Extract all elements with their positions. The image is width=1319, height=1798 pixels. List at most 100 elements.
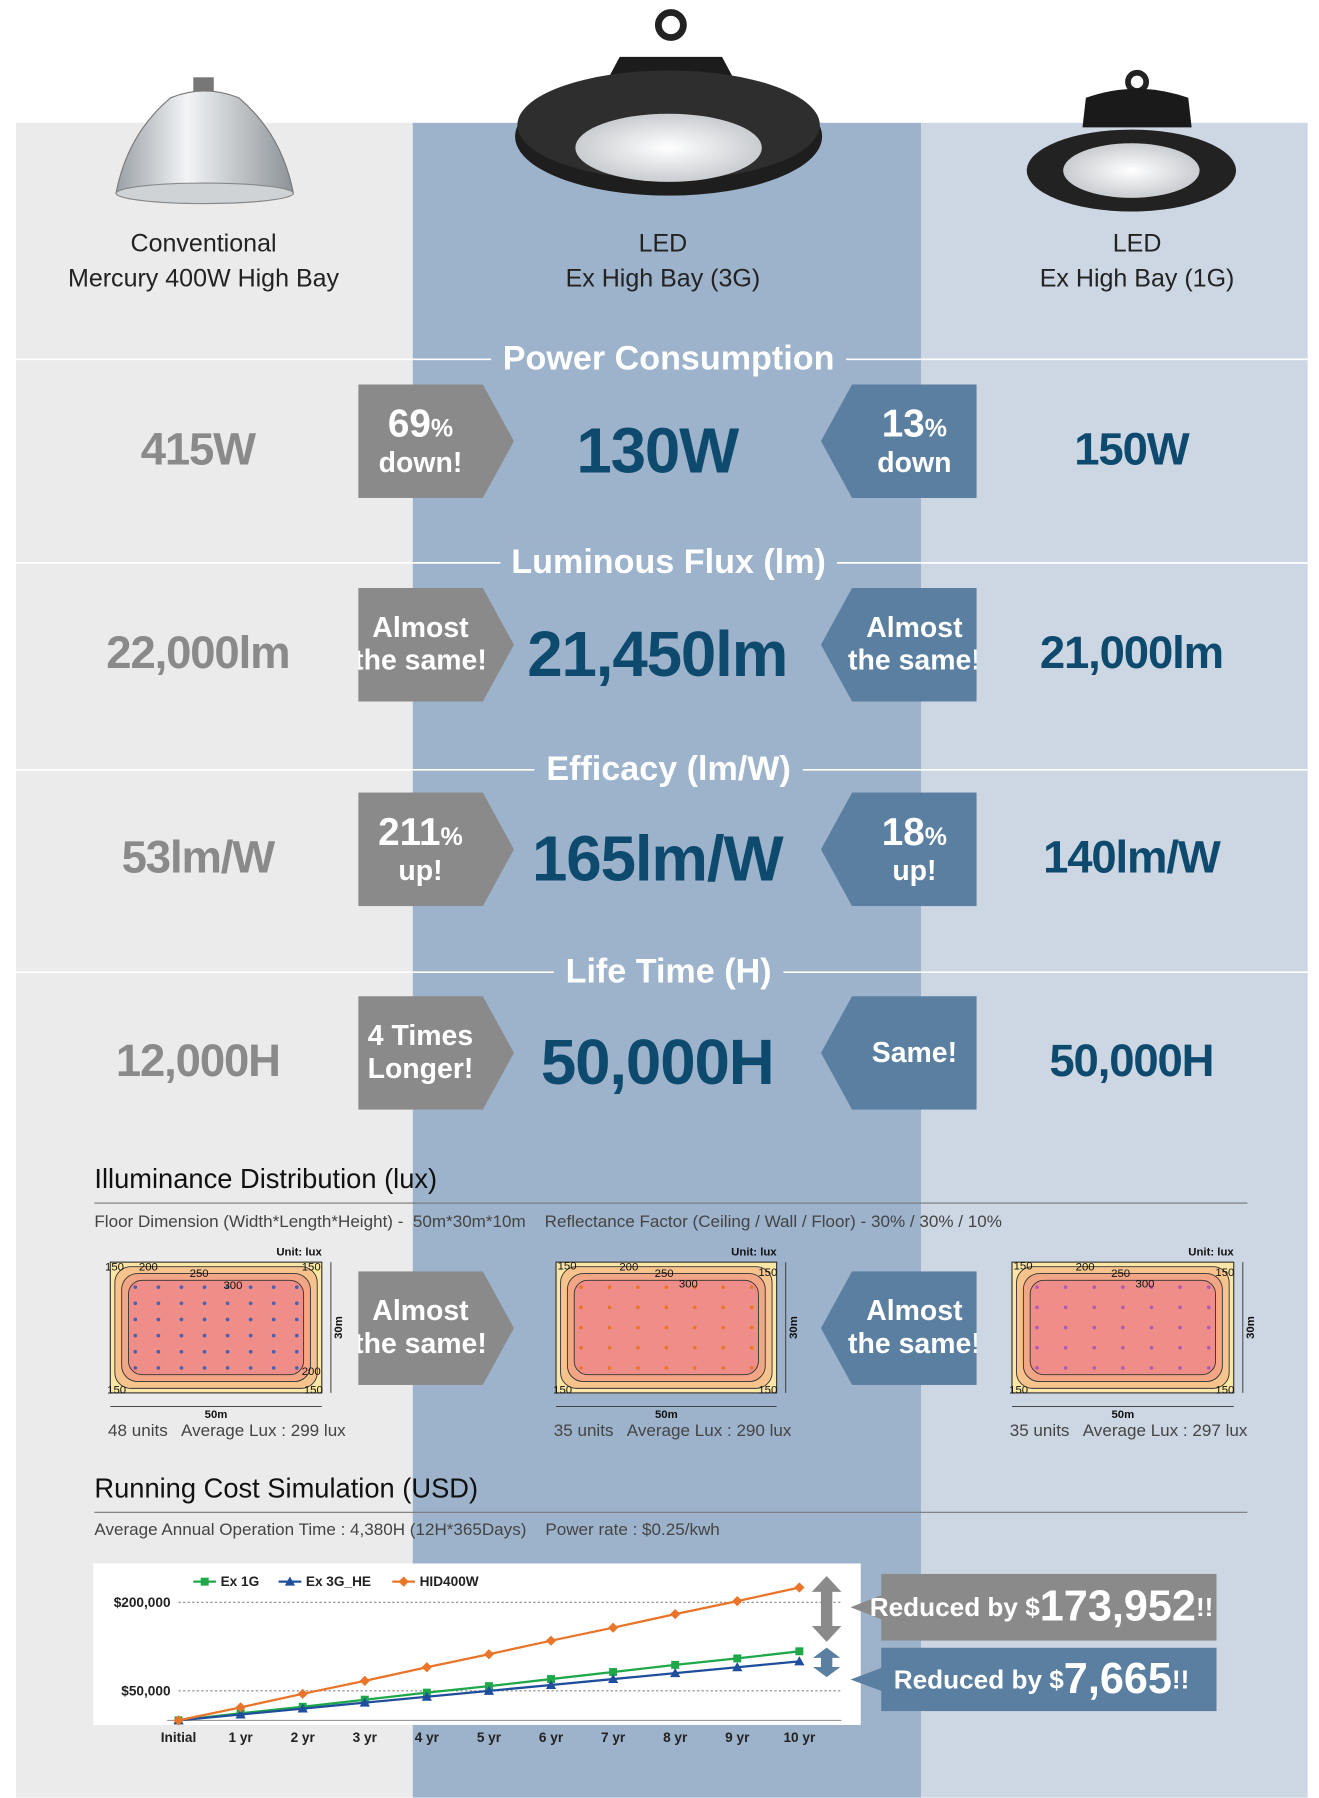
fixture-dot <box>133 1318 137 1322</box>
fixture-dot <box>180 1350 184 1354</box>
badge-figure: 13 <box>882 403 925 446</box>
fixture-dot <box>157 1350 161 1354</box>
y-tick-label: $50,000 <box>121 1683 171 1698</box>
fixture-dot <box>665 1346 669 1350</box>
fixture-dot <box>249 1366 253 1370</box>
fixture-dot <box>157 1285 161 1289</box>
fixture-dot <box>226 1301 230 1305</box>
fixture-dot <box>1178 1346 1182 1350</box>
badge-line: 4 Times <box>368 1020 473 1053</box>
height-label: 30m <box>333 1316 345 1339</box>
contour-label: 200 <box>1076 1262 1095 1274</box>
fixture-dot <box>608 1285 612 1289</box>
badge-line: Longer! <box>368 1053 474 1086</box>
badge-figure: 69 <box>388 403 431 446</box>
x-tick-label: Initial <box>161 1730 197 1745</box>
fixture-dot <box>180 1334 184 1338</box>
fixture-dot <box>249 1285 253 1289</box>
badge-line: Almost <box>372 612 468 645</box>
contour-label: 150 <box>758 1385 777 1397</box>
section-title: Life Time (H) <box>0 953 1319 992</box>
savings-suffix: !! <box>1172 1664 1189 1695</box>
section-title-text: Life Time (H) <box>554 953 783 991</box>
x-tick-label: 3 yr <box>353 1730 378 1745</box>
fixture-dot <box>295 1285 299 1289</box>
fixture-dot <box>157 1318 161 1322</box>
badge-unit: % <box>431 414 453 442</box>
fixture-dot <box>133 1301 137 1305</box>
fixture-dot <box>133 1285 137 1289</box>
fixture-dot <box>1092 1346 1096 1350</box>
badge-line: 18% <box>882 811 947 855</box>
section-subtitle: Average Annual Operation Time : 4,380H (… <box>94 1520 719 1539</box>
unit-label: Unit: lux <box>731 1246 777 1258</box>
legend-label: HID400W <box>420 1574 479 1589</box>
fixture-dot <box>1092 1306 1096 1310</box>
badge-figure: 211 <box>378 811 440 854</box>
contour-label: 150 <box>758 1267 777 1279</box>
contour-label: 200 <box>619 1262 638 1274</box>
fixture-dot <box>579 1285 583 1289</box>
comparison-badge: Same! <box>821 996 977 1110</box>
fixture-dot <box>226 1334 230 1338</box>
badge-line: Almost <box>866 612 962 645</box>
fixture-dot <box>693 1346 697 1350</box>
contour-label: 300 <box>1136 1279 1155 1291</box>
fixture-dot <box>750 1366 754 1370</box>
contour-label: 250 <box>190 1268 209 1280</box>
width-label: 50m <box>655 1409 678 1421</box>
fixture-dot <box>636 1346 640 1350</box>
infographic: 150 200 250 300 150 200 150 150 Unit: lux 50m 30m 1… <box>0 0 1319 1798</box>
x-tick-label: 7 yr <box>601 1730 626 1745</box>
badge-unit: % <box>925 414 947 442</box>
map-caption: 35 units Average Lux : 297 lux <box>1010 1421 1248 1440</box>
badge-line: Same! <box>872 1037 957 1070</box>
fixture-dot <box>579 1366 583 1370</box>
fixture-dot <box>721 1326 725 1330</box>
fixture-dot <box>693 1326 697 1330</box>
fixture-dot <box>295 1318 299 1322</box>
savings-prefix: Reduced by $ <box>894 1664 1064 1695</box>
comparison-badge: 69%down! <box>358 384 514 498</box>
width-label: 50m <box>205 1409 228 1421</box>
fixture-dot <box>1064 1326 1068 1330</box>
legend-label: Ex 3G_HE <box>306 1574 371 1589</box>
fixture-dot <box>721 1346 725 1350</box>
point-marker <box>795 1647 803 1655</box>
fixture-dot <box>636 1285 640 1289</box>
fixture-dot <box>1150 1306 1154 1310</box>
x-tick-label: 9 yr <box>725 1730 750 1745</box>
badge-line: 13% <box>882 403 947 447</box>
fixture-dot <box>1178 1285 1182 1289</box>
badge-line: the same! <box>848 645 981 678</box>
fixture-dot <box>272 1301 276 1305</box>
contour-label: 150 <box>1014 1260 1033 1272</box>
savings-prefix: Reduced by $ <box>870 1592 1040 1623</box>
badge-note: up! <box>892 855 936 888</box>
contour-label: 150 <box>105 1262 124 1274</box>
savings-amount: 7,665 <box>1064 1655 1172 1704</box>
contour-label: 150 <box>1215 1267 1234 1279</box>
fixture-dot <box>295 1301 299 1305</box>
contour-label: 150 <box>1215 1385 1234 1397</box>
x-tick-label: 4 yr <box>415 1730 440 1745</box>
point-marker <box>733 1654 741 1662</box>
contour-label: 150 <box>1009 1385 1028 1397</box>
product-name: LED <box>853 229 1319 259</box>
section-title-text: Luminous Flux (lm) <box>500 544 837 582</box>
fixture-dot <box>665 1285 669 1289</box>
badge-line: 69% <box>388 403 453 447</box>
fixture-dot <box>1121 1366 1125 1370</box>
contour-label: 150 <box>558 1260 577 1272</box>
fixture-dot <box>272 1366 276 1370</box>
fixture-dot <box>1178 1326 1182 1330</box>
fixture-dot <box>272 1318 276 1322</box>
fixture-dot <box>1064 1346 1068 1350</box>
fixture-dot <box>1035 1326 1039 1330</box>
badge-unit: % <box>925 822 947 850</box>
point-marker <box>671 1661 679 1669</box>
fixture-dot <box>1178 1306 1182 1310</box>
fixture-dot <box>721 1285 725 1289</box>
fixture-dot <box>636 1306 640 1310</box>
